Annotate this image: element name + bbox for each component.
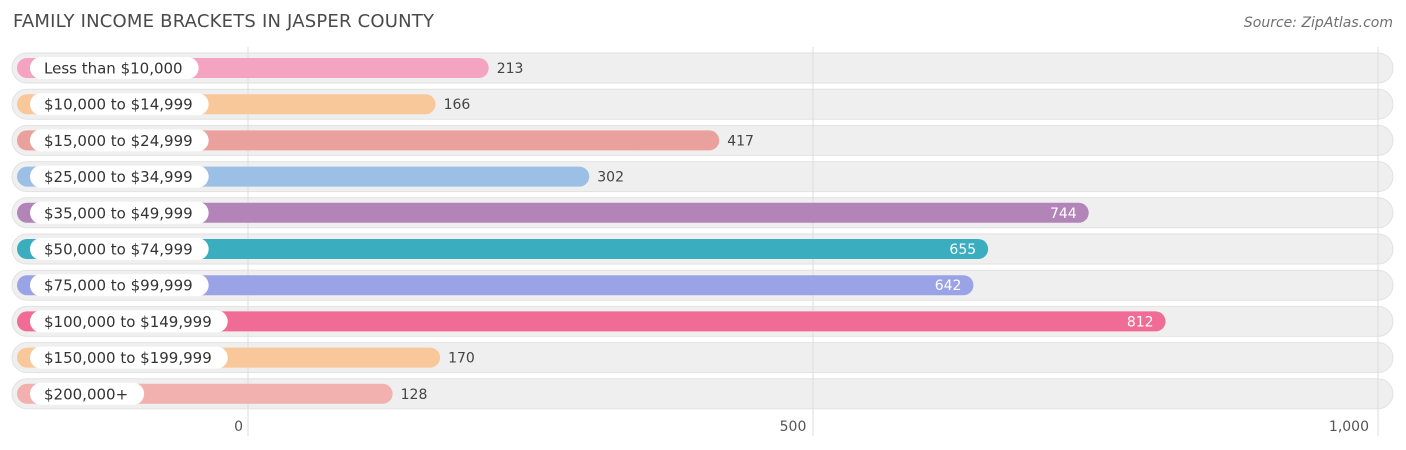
category-label-4: $35,000 to $49,999 bbox=[44, 204, 193, 222]
value-label-9: 128 bbox=[401, 387, 428, 403]
category-label-6: $75,000 to $99,999 bbox=[44, 277, 193, 295]
chart-title: FAMILY INCOME BRACKETS IN JASPER COUNTY bbox=[13, 11, 435, 32]
category-label-7: $100,000 to $149,999 bbox=[44, 313, 212, 331]
value-label-5: 655 bbox=[949, 242, 976, 258]
value-label-2: 417 bbox=[727, 133, 754, 149]
category-label-1: $10,000 to $14,999 bbox=[44, 96, 193, 114]
tick-label-1: 500 bbox=[780, 419, 807, 435]
category-pill-3 bbox=[30, 165, 209, 188]
tick-label-0: 0 bbox=[234, 419, 243, 435]
category-pill-1 bbox=[30, 93, 209, 116]
value-label-4: 744 bbox=[1050, 206, 1077, 222]
category-label-5: $50,000 to $74,999 bbox=[44, 241, 193, 259]
bar-5 bbox=[17, 239, 989, 259]
category-label-8: $150,000 to $199,999 bbox=[44, 349, 212, 367]
category-pill-0 bbox=[30, 57, 199, 79]
value-label-1: 166 bbox=[444, 97, 471, 113]
category-pill-8 bbox=[30, 346, 228, 369]
value-label-6: 642 bbox=[935, 278, 962, 294]
source-label: Source: ZipAtlas.com bbox=[1243, 15, 1393, 31]
value-label-8: 170 bbox=[448, 351, 475, 367]
category-label-9: $200,000+ bbox=[44, 385, 128, 403]
value-label-3: 302 bbox=[597, 170, 624, 186]
value-label-0: 213 bbox=[497, 61, 524, 77]
tick-label-2: 1,000 bbox=[1329, 419, 1369, 435]
category-pill-6 bbox=[30, 274, 209, 297]
bar-7 bbox=[17, 311, 1166, 332]
bar-6 bbox=[17, 275, 974, 296]
bar-4 bbox=[17, 202, 1089, 223]
category-pill-2 bbox=[30, 129, 209, 152]
category-label-0: Less than $10,000 bbox=[44, 60, 183, 78]
category-pill-5 bbox=[30, 238, 209, 260]
category-pill-7 bbox=[30, 310, 228, 333]
category-pill-9 bbox=[30, 382, 145, 405]
category-label-2: $15,000 to $24,999 bbox=[44, 132, 193, 150]
category-pill-4 bbox=[30, 201, 209, 224]
category-label-3: $25,000 to $34,999 bbox=[44, 168, 193, 186]
value-label-7: 812 bbox=[1127, 314, 1154, 330]
